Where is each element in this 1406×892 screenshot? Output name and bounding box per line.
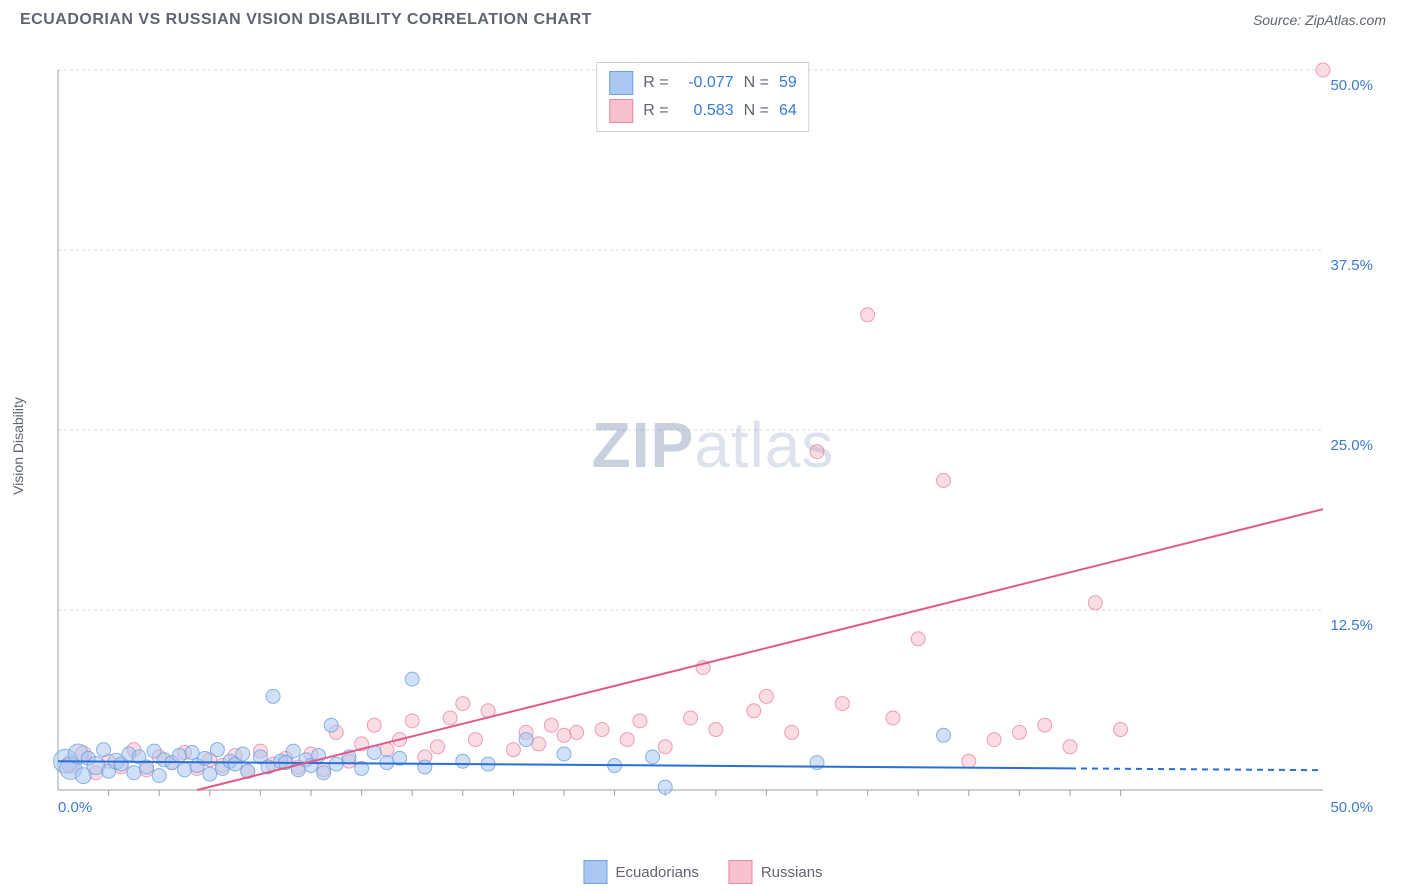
y-axis-label: Vision Disability [10,397,26,495]
legend-label-russians: Russians [761,864,823,881]
swatch-blue [609,71,633,95]
legend-label-ecuadorians: Ecuadorians [615,864,698,881]
stat-r-value-pink: 0.583 [679,102,734,120]
swatch-pink [609,99,633,123]
swatch-russians [729,860,753,884]
stat-n-value-pink: 64 [779,102,797,120]
bottom-legend: Ecuadorians Russians [583,860,822,884]
swatch-ecuadorians [583,860,607,884]
stats-legend-row-pink: R = 0.583 N = 64 [609,97,796,125]
stat-r-value-blue: -0.077 [679,74,734,92]
source-attribution: Source: ZipAtlas.com [1253,12,1386,28]
svg-text:50.0%: 50.0% [1330,77,1373,94]
legend-item-russians: Russians [729,860,823,884]
svg-text:12.5%: 12.5% [1330,617,1373,634]
chart-svg: 12.5% 25.0% 37.5% 50.0% 0.0% 50.0% [48,60,1378,830]
stat-r-label: R = [643,74,668,92]
svg-text:37.5%: 37.5% [1330,257,1373,274]
stats-legend-row-blue: R = -0.077 N = 59 [609,69,796,97]
stat-r-label: R = [643,102,668,120]
source-prefix: Source: [1253,12,1305,28]
stat-n-label: N = [744,74,769,92]
svg-text:25.0%: 25.0% [1330,437,1373,454]
source-site: ZipAtlas.com [1305,12,1386,28]
stat-n-value-blue: 59 [779,74,797,92]
legend-item-ecuadorians: Ecuadorians [583,860,698,884]
svg-text:50.0%: 50.0% [1330,799,1373,816]
stats-legend: R = -0.077 N = 59 R = 0.583 N = 64 [596,62,809,132]
chart-title: ECUADORIAN VS RUSSIAN VISION DISABILITY … [20,11,592,29]
stat-n-label: N = [744,102,769,120]
svg-text:0.0%: 0.0% [58,799,92,816]
chart-plot-area: 12.5%25.0%37.5%50.0%0.0%50.0% ZIPatlas [48,60,1378,830]
